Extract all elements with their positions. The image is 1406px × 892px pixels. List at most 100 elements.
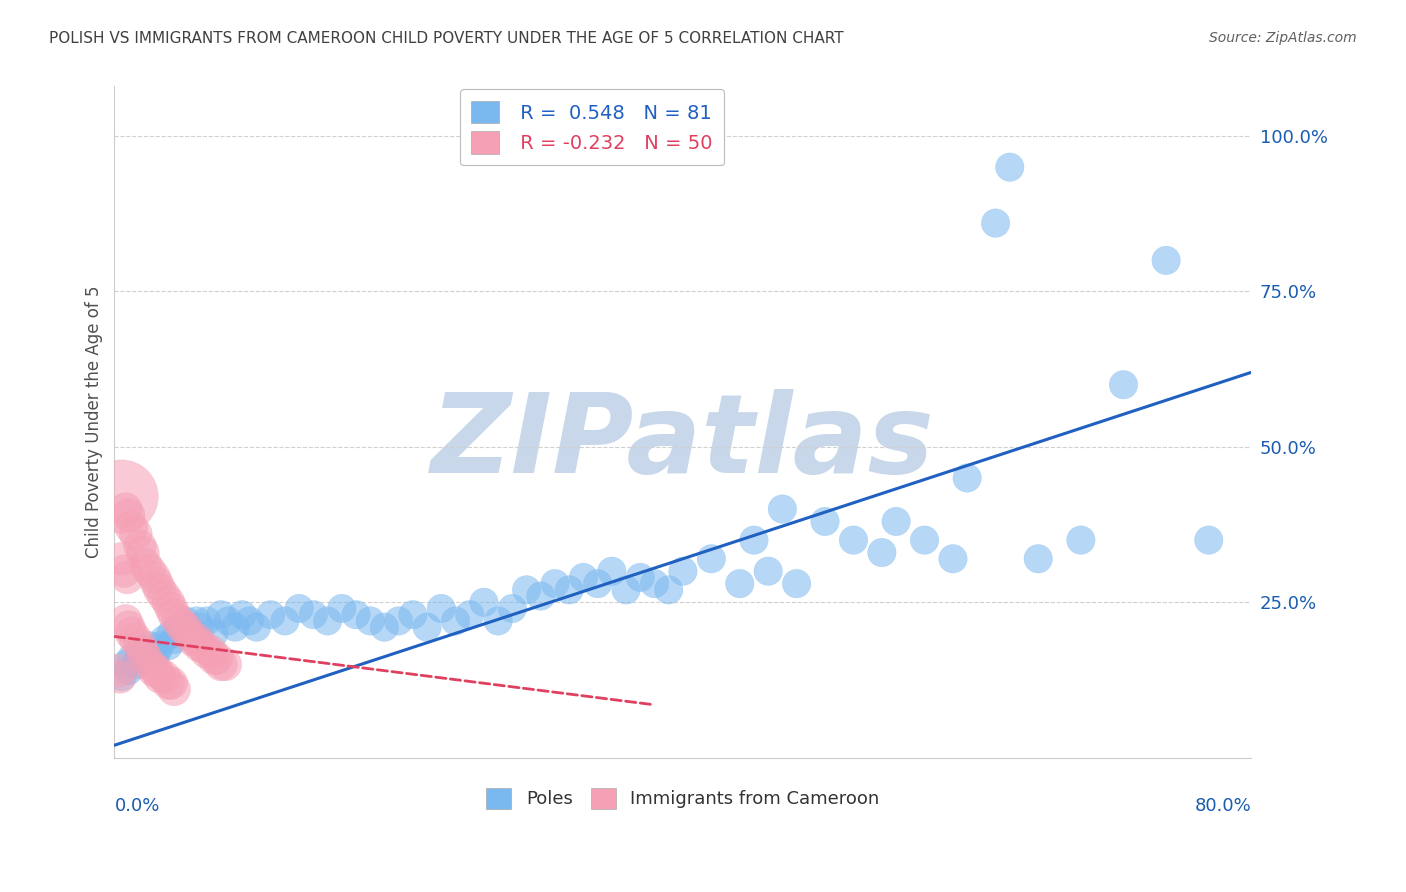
Point (125, 632, 148, 647)
Point (501, 601, 523, 615)
Y-axis label: Child Poverty Under the Age of 5: Child Poverty Under the Age of 5 (86, 285, 103, 558)
Point (458, 607, 481, 622)
Point (129, 639, 152, 653)
Point (186, 614, 208, 628)
Point (157, 639, 180, 653)
Point (143, 664, 166, 678)
Point (177, 620, 200, 634)
Point (129, 645, 152, 659)
Point (288, 601, 311, 615)
Point (614, 582, 637, 597)
Point (114, 502, 136, 516)
Point (530, 589, 553, 603)
Point (998, 160, 1021, 174)
Point (914, 533, 936, 548)
Point (146, 645, 169, 659)
Point (430, 601, 453, 615)
Point (330, 601, 353, 615)
Point (195, 614, 218, 628)
Point (842, 533, 865, 548)
Point (174, 620, 197, 634)
Point (139, 657, 162, 672)
Point (217, 614, 239, 628)
Point (153, 670, 176, 684)
Point (214, 657, 236, 672)
Text: 0.0%: 0.0% (114, 797, 160, 814)
Point (167, 620, 190, 634)
Point (1112, 377, 1135, 392)
Point (115, 570, 138, 584)
Point (167, 614, 190, 628)
Point (163, 682, 186, 697)
Point (942, 551, 965, 566)
Point (472, 595, 495, 609)
Point (231, 607, 253, 622)
Point (107, 664, 129, 678)
Point (114, 657, 136, 672)
Point (658, 582, 681, 597)
Point (163, 632, 186, 647)
Point (110, 490, 132, 504)
Point (786, 576, 808, 591)
Point (209, 657, 232, 672)
Point (112, 564, 135, 578)
Point (672, 564, 695, 578)
Point (388, 614, 411, 628)
Point (700, 551, 723, 566)
Point (181, 626, 204, 640)
Text: ZIPatlas: ZIPatlas (432, 389, 935, 496)
Point (316, 614, 339, 628)
Point (274, 614, 297, 628)
Point (544, 576, 567, 591)
Point (444, 614, 467, 628)
Point (153, 589, 176, 603)
Point (572, 570, 595, 584)
Point (884, 515, 907, 529)
Point (149, 670, 172, 684)
Text: 80.0%: 80.0% (1195, 797, 1251, 814)
Point (153, 632, 176, 647)
Point (110, 670, 132, 684)
Point (200, 645, 222, 659)
Point (742, 533, 765, 548)
Point (728, 576, 751, 591)
Point (205, 651, 228, 665)
Point (202, 651, 225, 665)
Point (160, 676, 183, 690)
Point (149, 582, 172, 597)
Point (814, 515, 837, 529)
Point (870, 545, 893, 559)
Point (486, 614, 509, 628)
Point (302, 607, 325, 622)
Point (402, 607, 425, 622)
Point (600, 564, 623, 578)
Point (117, 508, 139, 523)
Point (135, 645, 157, 659)
Point (143, 570, 166, 584)
Point (143, 651, 166, 665)
Point (359, 614, 381, 628)
Point (558, 582, 581, 597)
Point (181, 632, 204, 647)
Point (643, 576, 665, 591)
Point (135, 651, 157, 665)
Point (146, 664, 169, 678)
Point (108, 670, 131, 684)
Point (202, 626, 225, 640)
Point (344, 607, 367, 622)
Point (163, 607, 186, 622)
Point (110, 551, 132, 566)
Point (188, 639, 211, 653)
Point (1154, 253, 1177, 268)
Point (160, 601, 183, 615)
Point (209, 607, 232, 622)
Point (373, 620, 395, 634)
Point (516, 582, 538, 597)
Point (1198, 533, 1220, 548)
Point (135, 558, 157, 572)
Point (756, 564, 779, 578)
Point (172, 620, 194, 634)
Point (416, 620, 439, 634)
Point (195, 645, 218, 659)
Point (149, 639, 172, 653)
